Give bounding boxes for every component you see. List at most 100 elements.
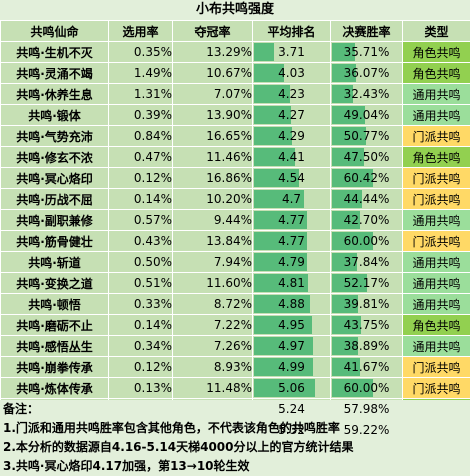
- avg-rank-label: 4.77: [278, 213, 305, 227]
- table-row: 共鸣·锻体 0.39% 13.90% 4.27 49.04% 通用共鸣: [0, 104, 470, 126]
- avg-rank-cell: 4.81: [252, 272, 331, 294]
- final-rate-cell: 60.00%: [330, 377, 403, 399]
- avg-rank-bar: [254, 232, 307, 250]
- final-rate-label: 50.77%: [343, 129, 390, 143]
- win-rate-cell: 11.60%: [172, 272, 253, 294]
- avg-rank-cell: 4.41: [252, 146, 331, 168]
- avg-rank-label: 4.79: [278, 255, 305, 269]
- avg-rank-cell: 4.97: [252, 335, 331, 357]
- final-rate-cell: 52.17%: [330, 272, 403, 294]
- avg-rank-bar: [254, 274, 308, 292]
- avg-rank-label: 4.81: [278, 276, 305, 290]
- type-cell: 门派共鸣: [402, 377, 470, 399]
- pick-rate-cell: 0.12%: [108, 356, 173, 378]
- notes-section: 备注： 1.门派和通用共鸣胜率包含其他角色，不代表该角色的共鸣胜率 2.本分析的…: [0, 400, 470, 476]
- name-cell: 共鸣·修玄不浓: [0, 146, 109, 168]
- table-row: 共鸣·磨砺不止 0.14% 7.22% 4.95 43.75% 角色共鸣: [0, 314, 470, 336]
- avg-rank-label: 5.32: [278, 423, 305, 437]
- avg-rank-bar: [254, 106, 292, 124]
- table-row: 共鸣·冥心烙印 0.12% 16.86% 4.54 60.42% 门派共鸣: [0, 167, 470, 189]
- avg-rank-label: 5.24: [278, 402, 305, 416]
- avg-rank-label: 4.54: [278, 171, 305, 185]
- pick-rate-cell: 1.49%: [108, 62, 173, 84]
- header-row: 共鸣仙命 选用率 夺冠率 平均排名 决赛胜率 类型: [0, 20, 470, 42]
- type-cell: 通用共鸣: [402, 83, 470, 105]
- avg-rank-label: 4.41: [278, 150, 305, 164]
- final-rate-bar: [332, 64, 356, 82]
- win-rate-cell: 8.72%: [172, 293, 253, 315]
- avg-rank-cell: 4.79: [252, 251, 331, 273]
- avg-rank-bar: [254, 64, 284, 82]
- type-cell: 通用共鸣: [402, 209, 470, 231]
- final-rate-cell: 49.04%: [330, 104, 403, 126]
- avg-rank-label: 3.71: [278, 45, 305, 59]
- avg-rank-bar: [254, 358, 314, 376]
- avg-rank-label: 4.29: [278, 129, 305, 143]
- avg-rank-cell: 4.29: [252, 125, 331, 147]
- avg-rank-label: 4.88: [278, 297, 305, 311]
- avg-rank-cell: 4.23: [252, 83, 331, 105]
- win-rate-cell: 11.48%: [172, 377, 253, 399]
- type-cell: 通用共鸣: [402, 104, 470, 126]
- final-rate-label: 60.00%: [343, 234, 390, 248]
- final-rate-bar: [332, 316, 362, 334]
- final-rate-label: 41.67%: [343, 360, 390, 374]
- final-rate-bar: [332, 106, 365, 124]
- avg-rank-bar: [254, 337, 313, 355]
- pick-rate-cell: 0.57%: [108, 209, 173, 231]
- name-cell: 共鸣·休养生息: [0, 83, 109, 105]
- final-rate-label: 37.84%: [343, 255, 390, 269]
- header-win-rate: 夺冠率: [172, 20, 253, 42]
- pick-rate-cell: 0.12%: [108, 167, 173, 189]
- name-cell: 共鸣·斩道: [0, 251, 109, 273]
- type-cell: 门派共鸣: [402, 125, 470, 147]
- final-rate-bar: [332, 379, 373, 397]
- type-cell: 门派共鸣: [402, 356, 470, 378]
- avg-rank-label: 4.99: [278, 360, 305, 374]
- pick-rate-cell: 0.34%: [108, 335, 173, 357]
- table-row: 共鸣·历战不屈 0.14% 10.20% 4.7 44.44% 门派共鸣: [0, 188, 470, 210]
- pick-rate-cell: 0.33%: [108, 293, 173, 315]
- table-row: 共鸣·炼体传承 0.13% 11.48% 5.06 60.00% 门派共鸣: [0, 377, 470, 399]
- name-cell: 共鸣·生机不灭: [0, 41, 109, 63]
- final-rate-cell: 41.67%: [330, 356, 403, 378]
- avg-rank-bar: [254, 148, 296, 166]
- type-cell: 通用共鸣: [402, 335, 470, 357]
- table-row: 共鸣·气势充沛 0.84% 16.65% 4.29 50.77% 门派共鸣: [0, 125, 470, 147]
- avg-rank-label: 4.27: [278, 108, 305, 122]
- final-rate-bar: [332, 211, 361, 229]
- final-rate-bar: [332, 148, 364, 166]
- avg-rank-label: 4.23: [278, 87, 305, 101]
- final-rate-label: 49.04%: [343, 108, 390, 122]
- win-rate-cell: 7.26%: [172, 335, 253, 357]
- pick-rate-cell: 0.14%: [108, 188, 173, 210]
- type-cell: 角色共鸣: [402, 41, 470, 63]
- final-rate-label: 52.17%: [343, 276, 390, 290]
- final-rate-cell: 43.75%: [330, 314, 403, 336]
- final-rate-label: 38.89%: [343, 339, 390, 353]
- final-rate-bar: [332, 43, 356, 61]
- table-row: 共鸣·修玄不浓 0.47% 11.46% 4.41 47.50% 角色共鸣: [0, 146, 470, 168]
- name-cell: 共鸣·崩拳传承: [0, 356, 109, 378]
- final-rate-cell: 42.70%: [330, 209, 403, 231]
- avg-rank-cell: 4.7: [252, 188, 331, 210]
- avg-rank-bar: [254, 127, 292, 145]
- win-rate-cell: 7.07%: [172, 83, 253, 105]
- final-rate-cell: 60.00%: [330, 230, 403, 252]
- table-row: 共鸣·崩拳传承 0.12% 8.93% 4.99 41.67% 门派共鸣: [0, 356, 470, 378]
- final-rate-bar: [332, 253, 357, 271]
- pick-rate-cell: 0.51%: [108, 272, 173, 294]
- final-rate-bar: [332, 190, 362, 208]
- table-row: 共鸣·灵涌不竭 1.49% 10.67% 4.03 36.07% 角色共鸣: [0, 62, 470, 84]
- name-cell: 共鸣·筋骨健壮: [0, 230, 109, 252]
- final-rate-label: 59.22%: [343, 423, 390, 437]
- avg-rank-cell: 4.95: [252, 314, 331, 336]
- pick-rate-cell: 0.35%: [108, 41, 173, 63]
- note-line-3: 3.共鸣·冥心烙印4.17加强，第13→10轮生效: [3, 459, 250, 473]
- win-rate-cell: 8.93%: [172, 356, 253, 378]
- note-line-2: 2.本分析的数据源自4.16-5.14天梯4000分以上的官方统计结果: [3, 440, 354, 454]
- avg-rank-bar: [254, 190, 305, 208]
- type-cell: 门派共鸣: [402, 167, 470, 189]
- avg-rank-cell: 4.88: [252, 293, 331, 315]
- name-cell: 共鸣·感悟丛生: [0, 335, 109, 357]
